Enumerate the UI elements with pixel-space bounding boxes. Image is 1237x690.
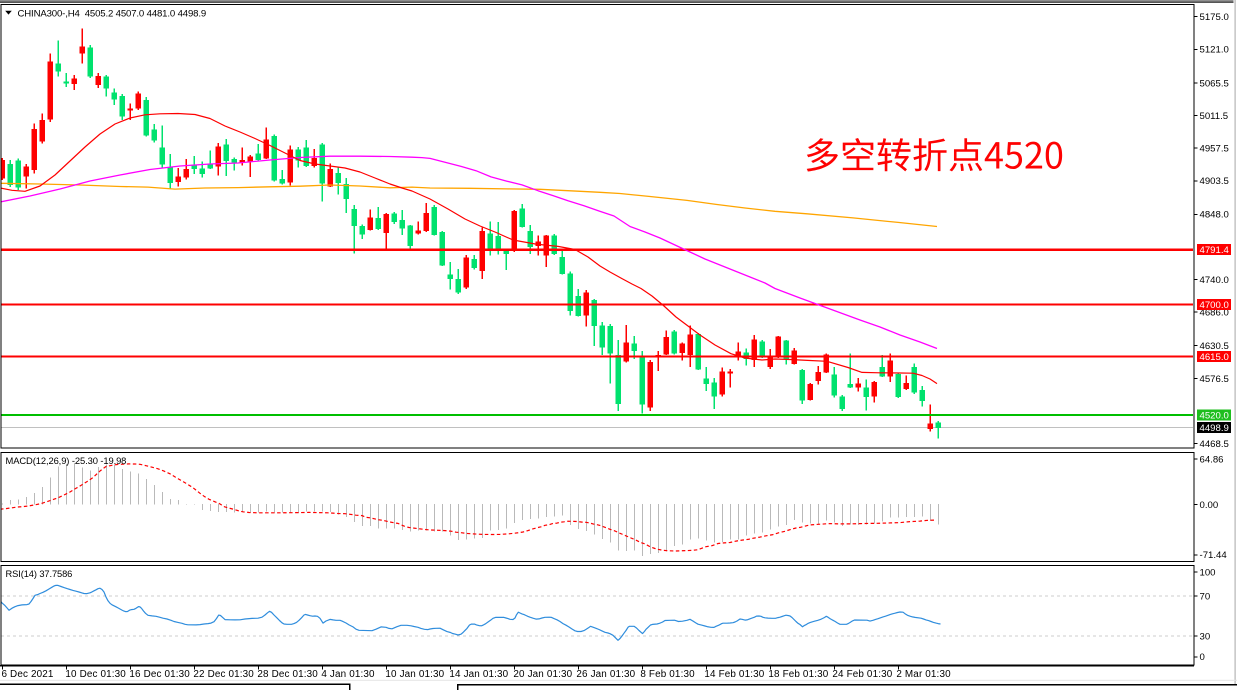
svg-text:4848.0: 4848.0 [1200, 210, 1229, 221]
svg-text:4791.4: 4791.4 [1200, 245, 1230, 256]
svg-text:4468.5: 4468.5 [1200, 439, 1229, 450]
svg-text:4520.0: 4520.0 [1200, 410, 1229, 421]
svg-text:2 Mar 01:30: 2 Mar 01:30 [896, 669, 951, 680]
svg-text:5175.0: 5175.0 [1200, 12, 1229, 23]
svg-text:70: 70 [1200, 591, 1211, 602]
svg-text:24 Feb 01:30: 24 Feb 01:30 [832, 669, 892, 680]
svg-text:4615.0: 4615.0 [1200, 352, 1229, 363]
svg-text:14 Feb 01:30: 14 Feb 01:30 [704, 669, 764, 680]
svg-text:10 Dec 01:30: 10 Dec 01:30 [65, 669, 126, 680]
svg-text:CHINA300-,H4 4505.2 4507.0 44: CHINA300-,H4 4505.2 4507.0 4481.0 4498.9 [18, 8, 207, 19]
svg-text:4957.5: 4957.5 [1200, 144, 1229, 155]
svg-text:20 Jan 01:30: 20 Jan 01:30 [513, 669, 572, 680]
svg-text:5065.5: 5065.5 [1200, 78, 1229, 89]
svg-text:4 Jan 01:30: 4 Jan 01:30 [321, 669, 375, 680]
svg-text:26 Jan 01:30: 26 Jan 01:30 [576, 669, 635, 680]
svg-text:100: 100 [1200, 568, 1216, 579]
svg-text:16 Dec 01:30: 16 Dec 01:30 [129, 669, 190, 680]
svg-text:5121.0: 5121.0 [1200, 45, 1229, 56]
svg-text:30: 30 [1200, 631, 1211, 642]
svg-text:8 Feb 01:30: 8 Feb 01:30 [640, 669, 695, 680]
svg-text:4740.0: 4740.0 [1200, 275, 1229, 286]
svg-text:64.86: 64.86 [1200, 455, 1224, 466]
svg-text:10 Jan 01:30: 10 Jan 01:30 [385, 669, 444, 680]
svg-text:22 Dec 01:30: 22 Dec 01:30 [193, 669, 254, 680]
svg-text:4630.5: 4630.5 [1200, 341, 1229, 352]
svg-text:18 Feb 01:30: 18 Feb 01:30 [768, 669, 828, 680]
svg-text:MACD(12,26,9) -25.30 -19.98: MACD(12,26,9) -25.30 -19.98 [6, 455, 127, 466]
svg-text:-71.44: -71.44 [1200, 550, 1228, 561]
svg-text:5011.5: 5011.5 [1200, 111, 1229, 122]
svg-text:4498.9: 4498.9 [1200, 423, 1229, 434]
svg-text:0: 0 [1200, 652, 1205, 663]
svg-text:14 Jan 01:30: 14 Jan 01:30 [449, 669, 508, 680]
svg-text:28 Dec 01:30: 28 Dec 01:30 [257, 669, 318, 680]
svg-text:6 Dec 2021: 6 Dec 2021 [2, 669, 54, 680]
svg-text:0.00: 0.00 [1200, 500, 1219, 511]
svg-text:4576.5: 4576.5 [1200, 374, 1229, 385]
svg-text:4700.0: 4700.0 [1200, 300, 1229, 311]
svg-text:4686.0: 4686.0 [1200, 308, 1229, 319]
svg-text:RSI(14) 37.7586: RSI(14) 37.7586 [6, 569, 73, 579]
svg-text:4903.5: 4903.5 [1200, 176, 1229, 187]
